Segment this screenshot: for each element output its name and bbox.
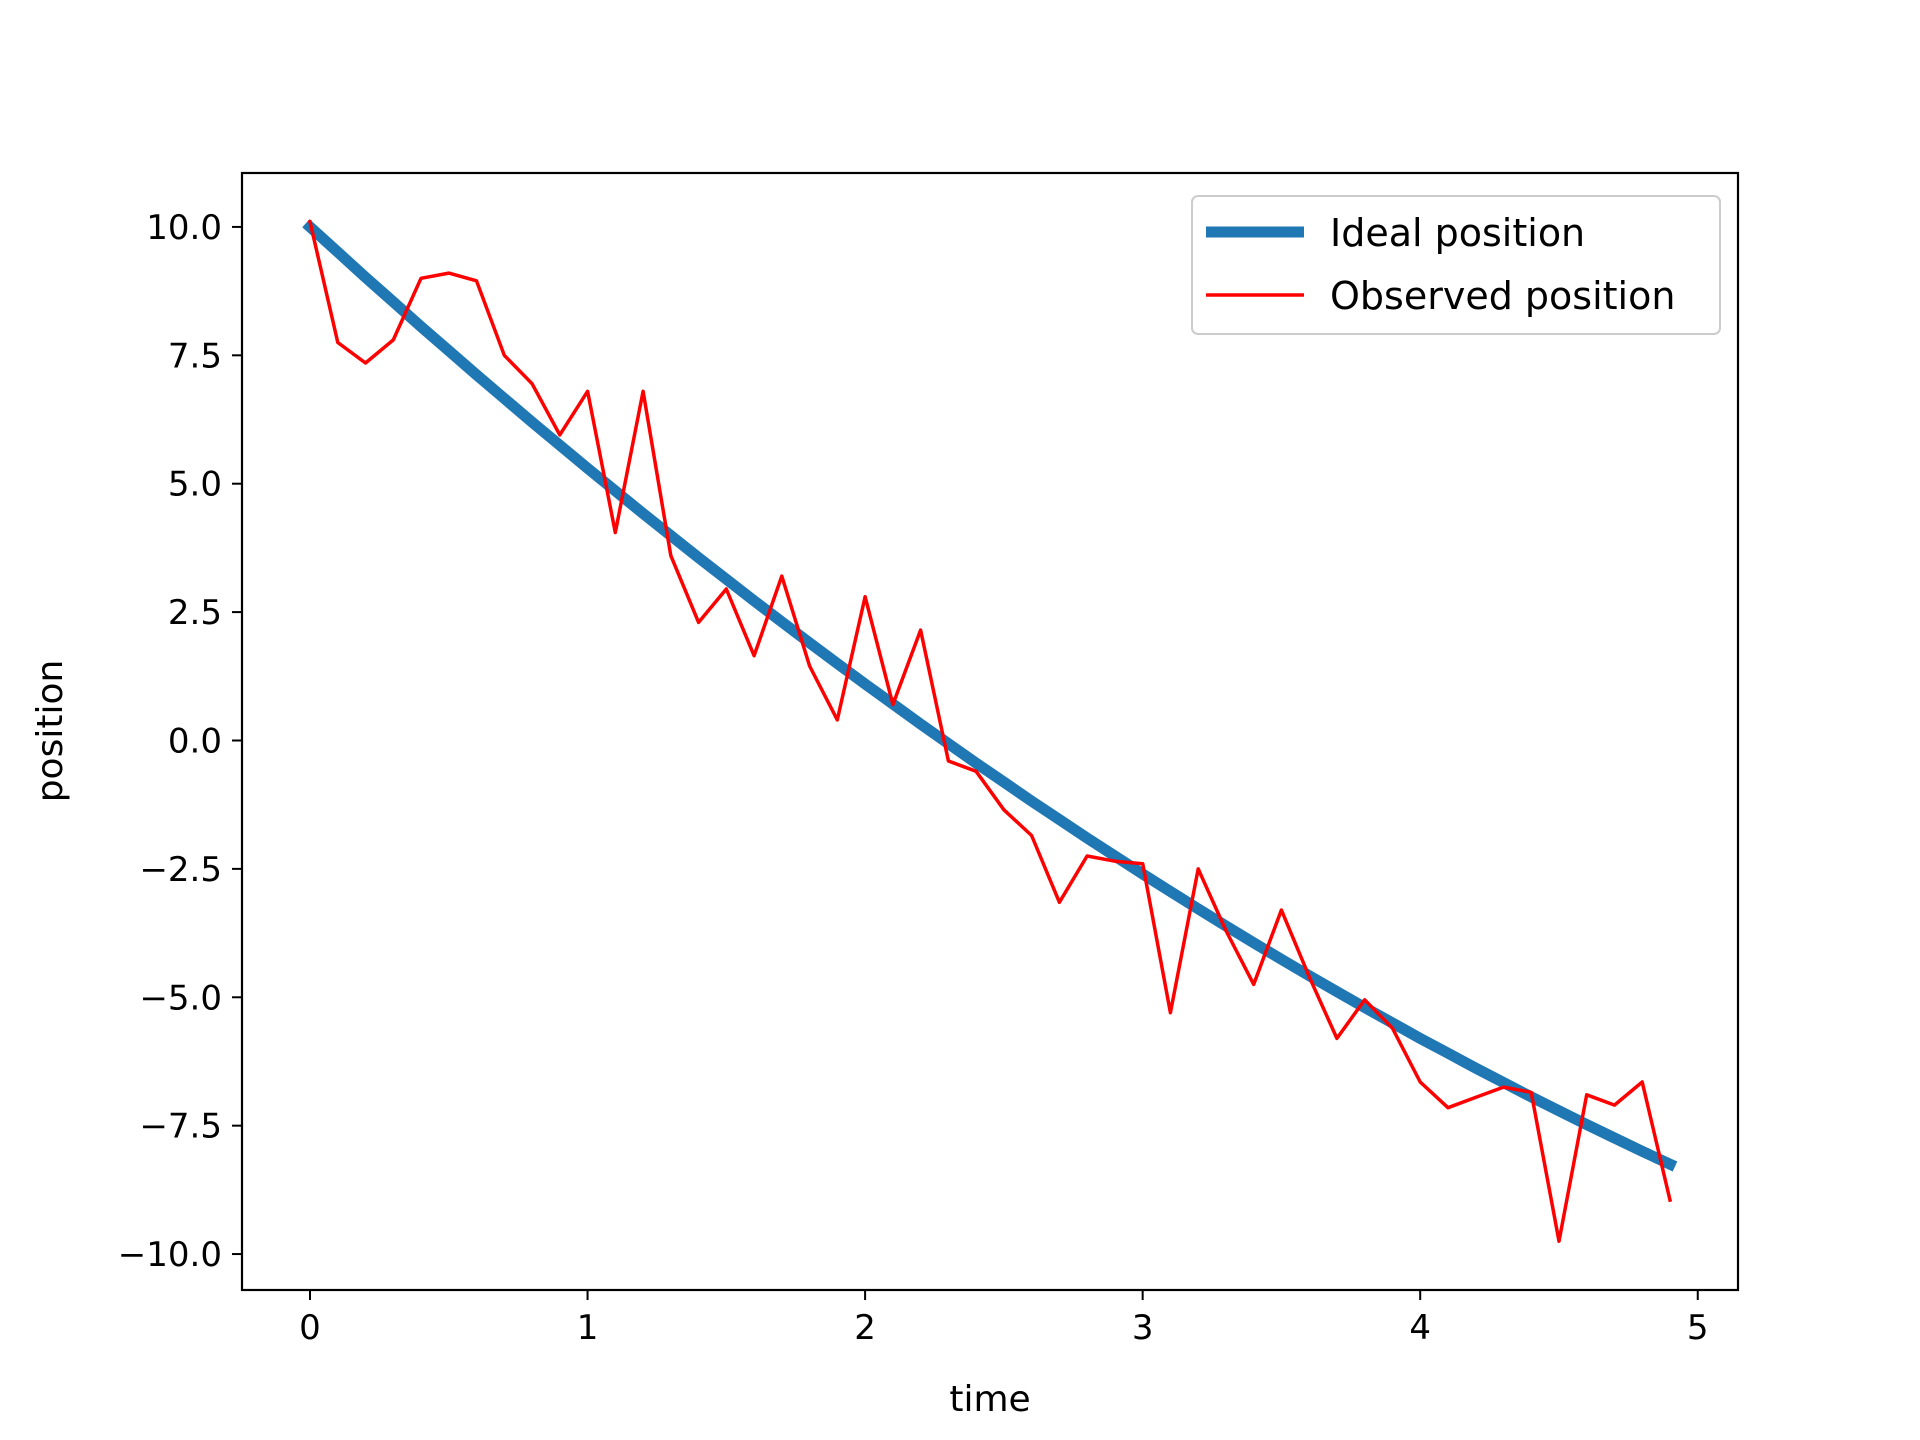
x-tick-label: 0 [299,1308,321,1348]
x-tick-label: 3 [1132,1308,1154,1348]
y-tick-label: −5.0 [139,978,222,1018]
y-tick-label: 2.5 [168,593,222,633]
legend-box [1191,195,1721,335]
x-tick-label: 2 [854,1308,876,1348]
legend-label-ideal-position: Ideal position [1330,211,1585,255]
y-tick-label: −10.0 [118,1235,222,1275]
series-line-observed-position [307,219,1673,1243]
series-line-ideal-position [302,219,1678,1172]
axes-frame [240,171,1740,1292]
legend-label-observed-position: Observed position [1330,274,1675,318]
x-tick-label: 1 [577,1308,599,1348]
y-tick-label: 10.0 [146,208,222,248]
x-axis-title: time [949,1379,1030,1420]
y-axis-title: position [30,660,71,803]
y-tick-label: 5.0 [168,465,222,505]
y-axis: 10.0 7.5 5.0 2.5 0.0 −2.5 −5.0 −7.5 −10.0 [118,208,242,1275]
legend: Ideal position Observed position [1191,195,1721,335]
y-tick-label: 0.0 [168,721,222,761]
y-tick-label: −7.5 [139,1107,222,1147]
x-axis: 0 1 2 3 4 5 [299,1290,1709,1348]
x-tick-label: 5 [1687,1308,1709,1348]
y-tick-label: 7.5 [168,336,222,376]
y-tick-label: −2.5 [139,850,222,890]
x-tick-label: 4 [1409,1308,1431,1348]
plot-area [240,171,1740,1292]
